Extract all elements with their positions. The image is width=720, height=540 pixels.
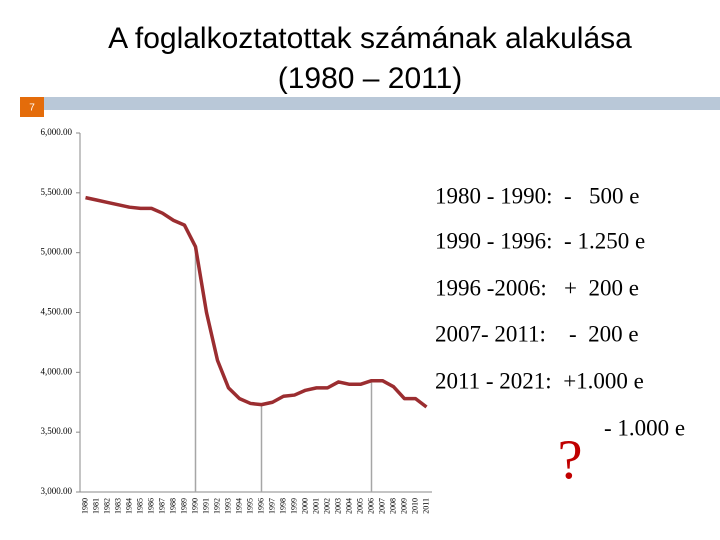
x-tick-label: 1996 — [256, 498, 265, 514]
x-tick-label: 1992 — [212, 498, 221, 514]
x-tick-label: 2004 — [344, 498, 353, 514]
x-tick-label: 1990 — [190, 498, 199, 514]
x-tick-label: 1997 — [267, 498, 276, 514]
x-tick-label: 2001 — [311, 498, 320, 514]
slide-number-box — [20, 97, 44, 117]
x-tick-label: 2010 — [410, 498, 419, 514]
x-tick-label: 1993 — [223, 498, 232, 514]
annotation: 1996 -2006: + 200 e — [435, 275, 639, 300]
annotation: 1980 - 1990: - 500 e — [435, 183, 639, 208]
x-tick-label: 1982 — [102, 498, 111, 514]
x-tick-label: 1991 — [201, 498, 210, 514]
x-tick-label: 1980 — [80, 498, 89, 514]
annotation: 2011 - 2021: +1.000 e — [435, 368, 644, 393]
x-tick-label: 2009 — [399, 498, 408, 514]
x-tick-label: 2007 — [377, 498, 386, 514]
x-tick-label: 2005 — [355, 498, 364, 514]
data-line — [85, 195, 428, 409]
x-tick-label: 2002 — [322, 498, 331, 514]
slide-number: 7 — [29, 103, 35, 114]
y-tick-label: 6,000.00 — [41, 127, 73, 137]
y-tick-label: 5,000.00 — [41, 247, 73, 257]
x-tick-label: 1987 — [157, 498, 166, 514]
y-tick-label: 3,500.00 — [41, 426, 73, 436]
x-tick-label: 1985 — [135, 498, 144, 514]
x-tick-label: 1981 — [91, 498, 100, 514]
x-tick-label: 2006 — [366, 498, 375, 514]
x-tick-label: 1983 — [113, 498, 122, 514]
x-tick-label: 1989 — [179, 498, 188, 514]
y-tick-label: 4,000.00 — [41, 366, 73, 376]
x-tick-label: 1994 — [234, 498, 243, 514]
annotation: 2007- 2011: - 200 e — [435, 321, 639, 346]
slide-title: (1980 – 2011) — [278, 62, 463, 95]
header-bar — [44, 97, 720, 110]
x-tick-label: 1988 — [168, 498, 177, 514]
x-tick-label: 1995 — [245, 498, 254, 514]
y-tick-label: 3,000.00 — [41, 486, 73, 496]
x-tick-label: 2008 — [388, 498, 397, 514]
question-mark: ? — [558, 429, 583, 491]
x-tick-label: 1999 — [289, 498, 298, 514]
x-tick-label: 2000 — [300, 498, 309, 514]
x-tick-label: 1984 — [124, 498, 133, 514]
x-tick-label: 2003 — [333, 498, 342, 514]
x-tick-label: 1998 — [278, 498, 287, 514]
x-tick-label: 1986 — [146, 498, 155, 514]
x-tick-label: 2011 — [421, 498, 430, 514]
annotation: 1990 - 1996: - 1.250 e — [435, 228, 645, 253]
y-tick-label: 4,500.00 — [41, 307, 73, 317]
y-tick-label: 5,500.00 — [41, 187, 73, 197]
annotation: - 1.000 e — [604, 415, 685, 440]
slide-title: A foglalkoztatottak számának alakulása — [108, 22, 632, 55]
